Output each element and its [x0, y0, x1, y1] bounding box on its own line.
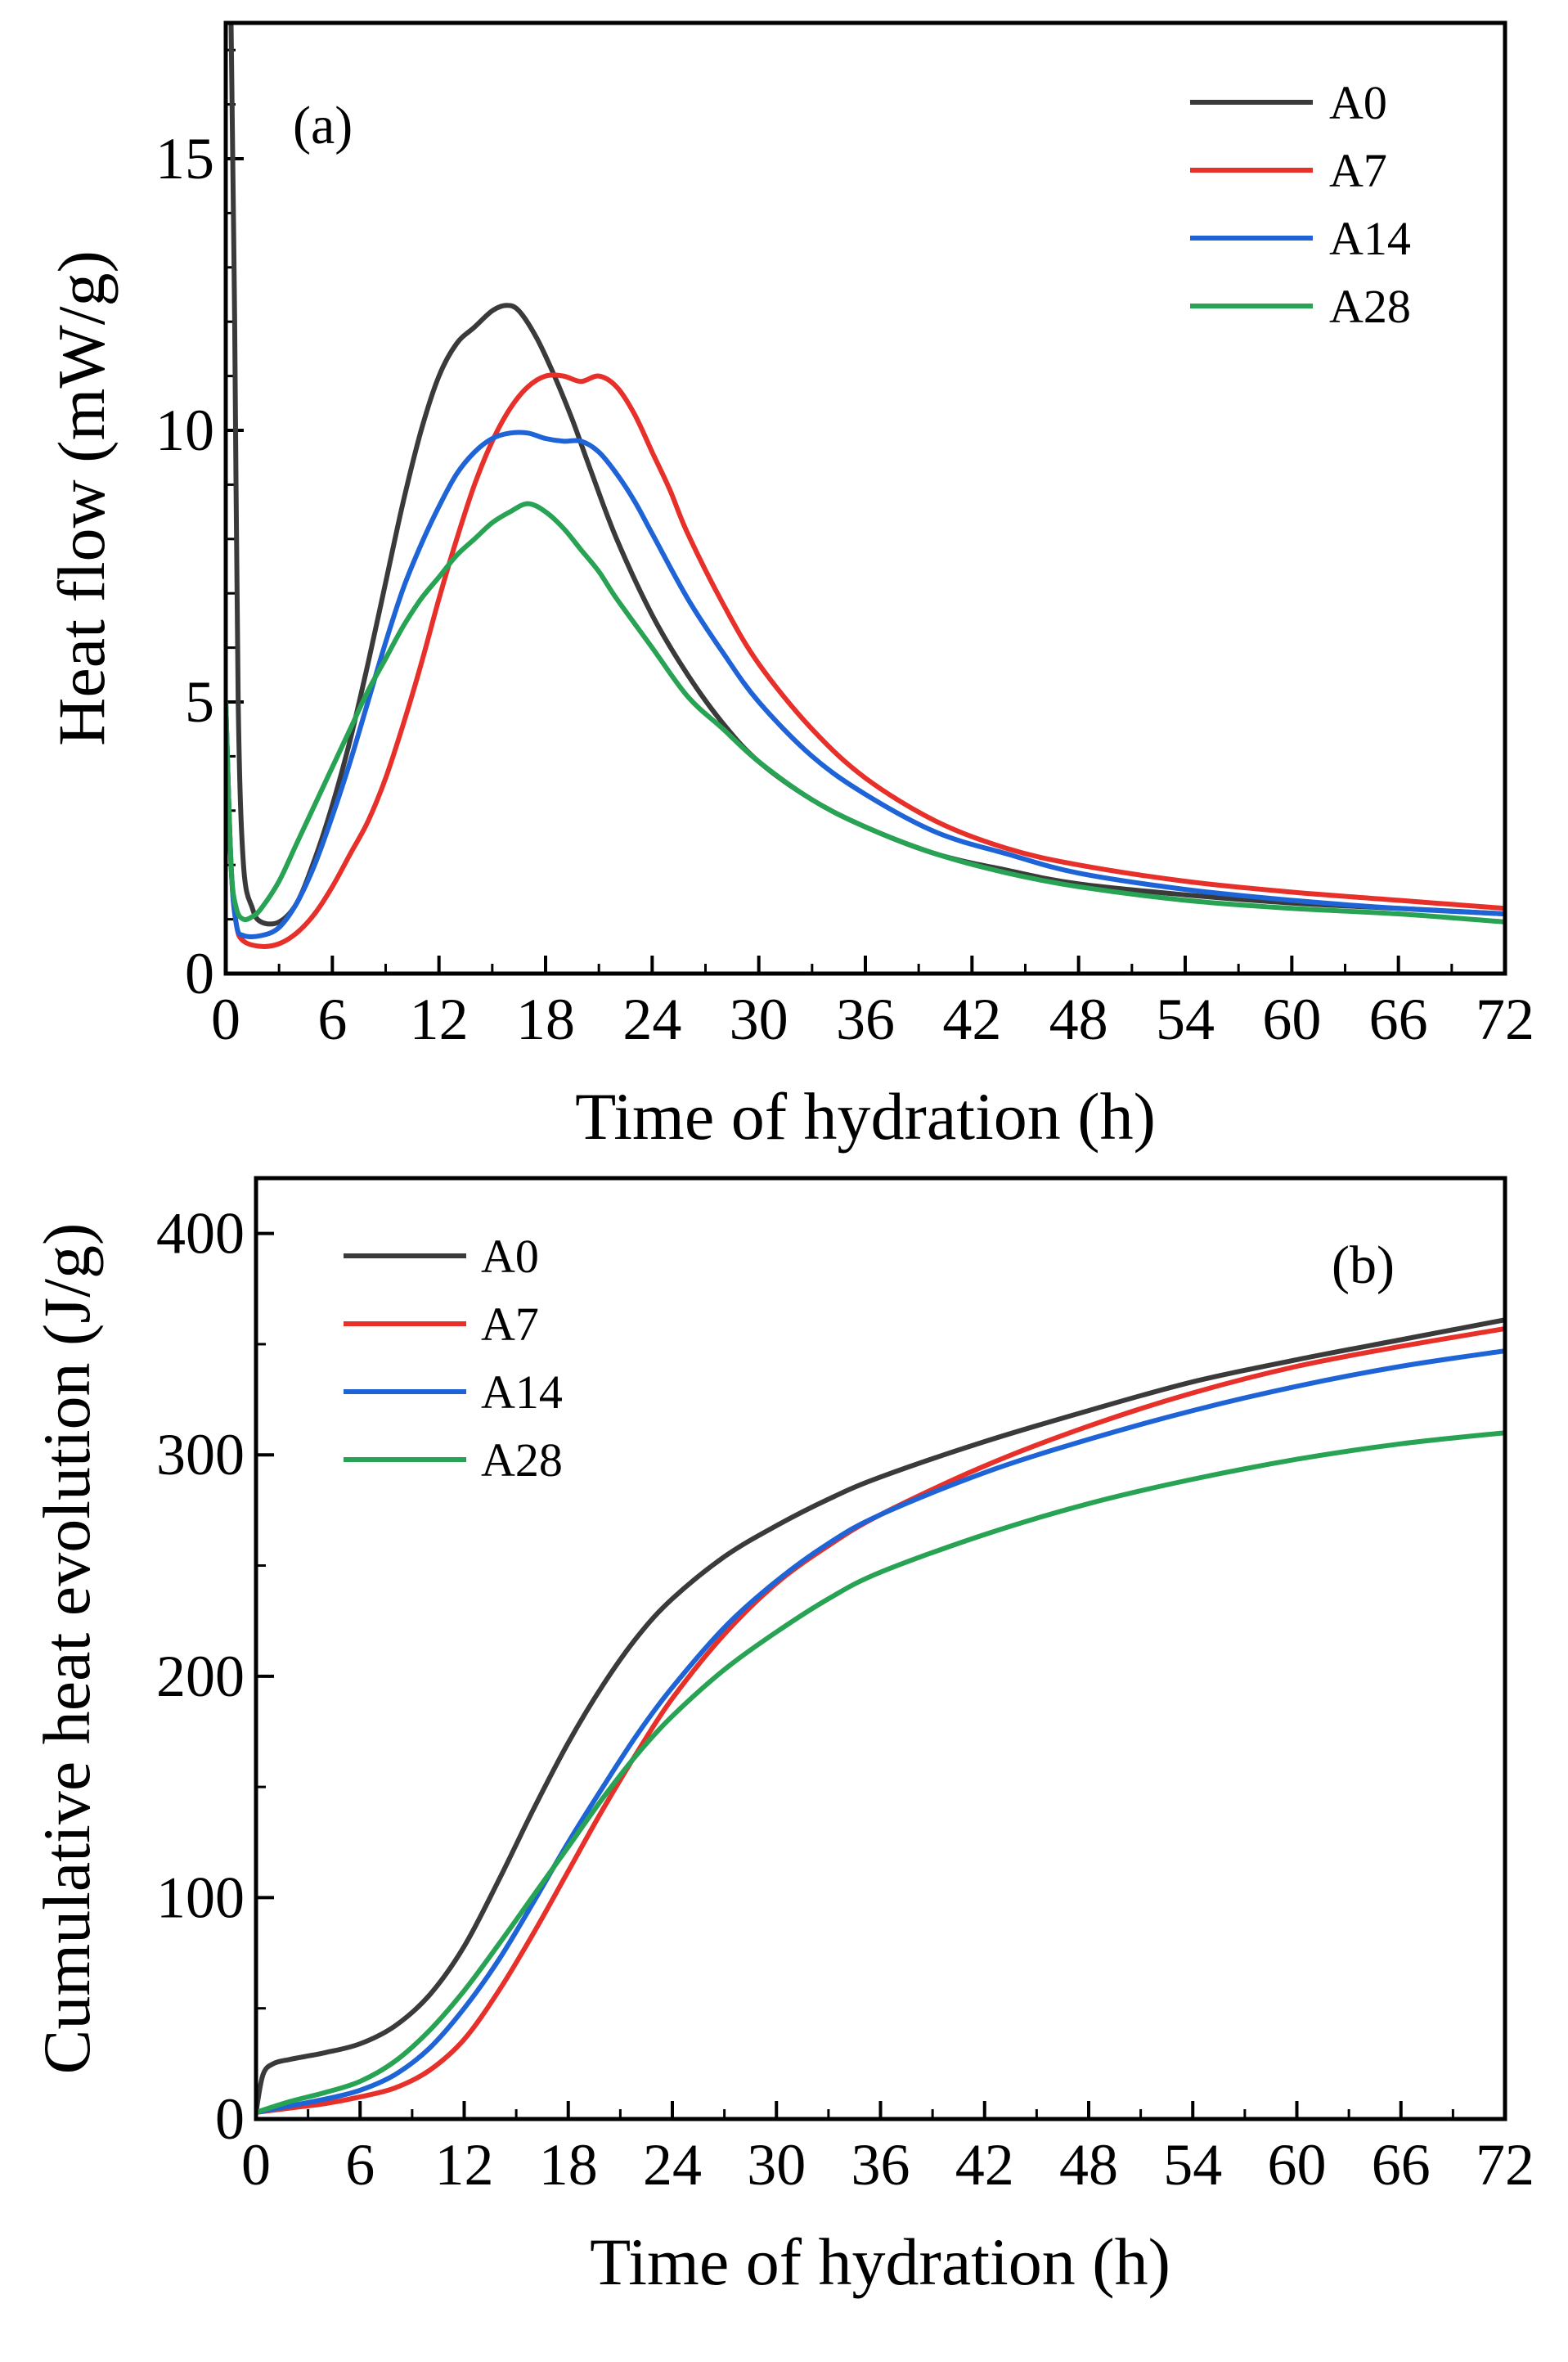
x-tick-label: 36 — [836, 987, 895, 1052]
y-tick-label: 0 — [215, 2086, 245, 2152]
panel-a-label: (a) — [293, 96, 353, 155]
panel-a-y-tick-labels: 0 5 10 15 — [155, 126, 214, 1006]
x-tick-label: 54 — [1156, 987, 1215, 1052]
x-tick-label: 24 — [643, 2132, 702, 2198]
x-tick-label: 12 — [435, 2132, 494, 2198]
series-line-a7 — [256, 1326, 1505, 2115]
y-tick-label: 10 — [155, 398, 214, 463]
x-tick-label: 30 — [730, 987, 788, 1052]
legend-label-a28: A28 — [481, 1433, 563, 1487]
panel-a-x-tick-labels: 0 6 12 18 24 30 36 42 48 54 60 66 72 — [211, 987, 1534, 1052]
panel-a-x-axis-title: Time of hydration (h) — [575, 1079, 1156, 1154]
series-line-a28 — [226, 501, 1505, 925]
x-tick-label: 0 — [211, 987, 240, 1052]
panel-b-y-tick-labels: 0 100 200 300 400 — [156, 1201, 245, 2152]
x-tick-label: 12 — [410, 987, 469, 1052]
x-tick-label: 6 — [317, 987, 347, 1052]
y-tick-label: 200 — [156, 1644, 245, 1709]
panel-a-ticks — [224, 48, 1507, 975]
x-tick-label: 36 — [851, 2132, 910, 2198]
panel-b-legend: A0 A7 A14 A28 — [344, 1230, 563, 1487]
x-tick-label: 48 — [1049, 987, 1108, 1052]
panel-b-x-axis-title: Time of hydration (h) — [590, 2225, 1170, 2299]
x-tick-label: 66 — [1369, 987, 1428, 1052]
x-tick-label: 66 — [1372, 2132, 1431, 2198]
panel-b-cumulative-heat-chart: 0 6 12 18 24 30 36 42 48 54 60 66 72 0 100 200 300 400 T… — [29, 1176, 1534, 2299]
x-tick-label: 18 — [539, 2132, 598, 2198]
panel-b-series-group — [256, 1317, 1505, 2115]
x-tick-label: 42 — [942, 987, 1001, 1052]
panel-a-y-axis-title: Heat flow (mW/g) — [44, 250, 119, 746]
series-line-a14 — [256, 1348, 1505, 2115]
series-line-a0 — [256, 1317, 1505, 2115]
x-tick-label: 0 — [241, 2132, 271, 2198]
legend-label-a28: A28 — [1329, 280, 1411, 333]
panel-a-heat-flow-chart: 0 6 12 18 24 30 36 42 48 54 60 66 72 0 5 10 15 Time of … — [44, 20, 1534, 1154]
legend-label-a7: A7 — [481, 1298, 539, 1351]
x-tick-label: 72 — [1476, 987, 1534, 1052]
series-line-a7 — [226, 372, 1505, 949]
panel-b-label: (b) — [1332, 1235, 1395, 1295]
panel-a-series-group — [226, 23, 1505, 949]
panel-b-x-tick-labels: 0 6 12 18 24 30 36 42 48 54 60 66 72 — [241, 2132, 1534, 2198]
y-tick-label: 400 — [156, 1201, 245, 1266]
x-tick-label: 60 — [1268, 2132, 1327, 2198]
x-tick-label: 54 — [1163, 2132, 1222, 2198]
panel-a-plot-frame — [223, 20, 1507, 976]
y-tick-label: 100 — [156, 1865, 245, 1930]
panel-b-y-axis-title: Cumulative heat evolution (J/g) — [29, 1223, 104, 2075]
x-tick-label: 42 — [955, 2132, 1014, 2198]
x-tick-label: 72 — [1476, 2132, 1534, 2198]
series-line-a28 — [256, 1430, 1505, 2115]
y-tick-label: 0 — [185, 941, 214, 1006]
panel-a-legend: A0 A7 A14 A28 — [1190, 76, 1411, 333]
y-tick-label: 5 — [185, 669, 214, 735]
legend-label-a0: A0 — [481, 1230, 539, 1283]
x-tick-label: 30 — [747, 2132, 806, 2198]
x-tick-label: 18 — [516, 987, 575, 1052]
legend-label-a7: A7 — [1329, 144, 1387, 197]
y-tick-label: 300 — [156, 1422, 245, 1487]
y-tick-label: 15 — [155, 126, 214, 191]
x-tick-label: 48 — [1059, 2132, 1118, 2198]
x-tick-label: 60 — [1262, 987, 1321, 1052]
legend-label-a14: A14 — [481, 1365, 563, 1419]
x-tick-label: 6 — [345, 2132, 375, 2198]
legend-label-a14: A14 — [1329, 212, 1411, 265]
series-line-a14 — [226, 430, 1505, 939]
legend-label-a0: A0 — [1329, 76, 1387, 129]
x-tick-label: 24 — [622, 987, 681, 1052]
panel-b-plot-frame — [254, 1176, 1507, 2121]
